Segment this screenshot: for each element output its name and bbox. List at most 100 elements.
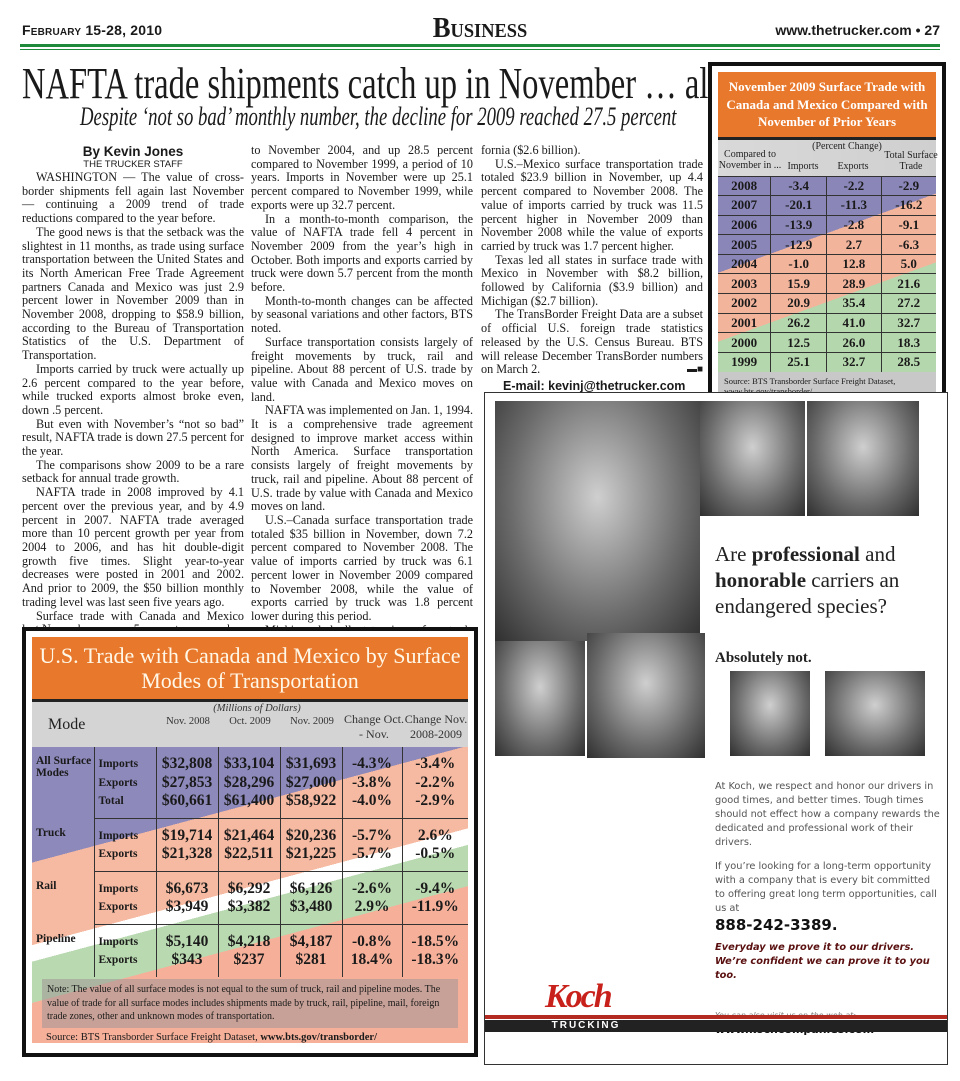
cell-value: -2.6% <box>341 871 402 898</box>
cell-value: $27,853 <box>155 773 218 792</box>
column-body: fornia ($2.6 billion). U.S.–Mexico surfac… <box>481 143 703 377</box>
byline-staff: THE TRUCKER STAFF <box>83 159 183 170</box>
cell-year: 2002 <box>718 293 771 314</box>
cell-value: 21.6 <box>880 273 936 294</box>
cell-value: -1.0 <box>770 253 827 274</box>
paragraph: U.S.–Canada surface transportation trade… <box>251 512 473 623</box>
cell-value: $21,328 <box>155 845 218 872</box>
cell-value: 12.8 <box>826 253 882 274</box>
cell-value: -13.9 <box>770 214 827 235</box>
cell-value: 41.0 <box>826 312 882 333</box>
cell-value: -5.7% <box>341 818 402 845</box>
issue-date: February 15-28, 2010 <box>22 22 163 38</box>
cell-value: 2.7 <box>826 234 882 255</box>
cell-value: $19,714 <box>155 818 218 845</box>
cell-value: $3,382 <box>217 898 280 925</box>
cell-mode: Truck <box>36 826 66 839</box>
cell-year: 2006 <box>718 214 771 235</box>
table-row: Pipeline Imports $5,140 $4,218 $4,187 -0.8% -1… <box>32 924 468 951</box>
byline: By Kevin Jones <box>82 144 184 159</box>
cell-flow: Exports <box>93 845 156 872</box>
cell-flow: Imports <box>93 747 156 773</box>
cell-value: -2.9 <box>880 175 936 196</box>
cell-year: 2008 <box>718 175 771 196</box>
cell-value: 2.9% <box>341 898 402 925</box>
photo-mustache-man <box>730 671 810 756</box>
cell-flow: Imports <box>93 924 156 951</box>
table-row: 2008 -3.4 -2.2 -2.9 <box>718 175 936 196</box>
cell-value: 35.4 <box>826 293 882 314</box>
table-row: 2002 20.9 35.4 27.2 <box>718 293 936 314</box>
cell-value: 20.9 <box>770 293 827 314</box>
table-row: 2007 -20.1 -11.3 -16.2 <box>718 195 936 216</box>
cell-value: $28,296 <box>217 773 280 792</box>
koch-trucking-ad[interactable]: Are professional and honorable carriers … <box>484 392 948 1065</box>
cell-value: 2.6% <box>401 818 468 845</box>
cell-value: -3.8% <box>341 773 402 792</box>
cell-value: -6.3 <box>880 234 936 255</box>
table-row: Exports $27,853 $28,296 $27,000 -3.8% -2.2% <box>32 773 468 792</box>
paragraph: The good news is that the setback was th… <box>22 224 244 363</box>
col-header-mode: Mode <box>48 716 86 733</box>
paragraph: But even with November’s “not so bad” re… <box>22 416 244 459</box>
headline: NAFTA trade shipments catch up in Novemb… <box>22 59 772 108</box>
col-header: Exports <box>837 160 869 172</box>
cell-value: 26.2 <box>770 312 827 333</box>
koch-logo: Koch TRUCKING <box>543 978 629 1034</box>
truck-icon: ▬■ <box>686 364 703 376</box>
ad-phone[interactable]: 888-242-3389. <box>715 916 838 934</box>
cell-value: -12.9 <box>770 234 827 255</box>
article-column-1: By Kevin Jones THE TRUCKER STAFF WASHING… <box>22 144 244 637</box>
table-note: Note: The value of all surface modes is … <box>42 979 458 1028</box>
col-header: Oct. 2009 <box>229 716 271 727</box>
cell-value: -3.4% <box>401 747 468 773</box>
cell-value: 18.3 <box>880 332 936 353</box>
column-body: to November 2004, and up 28.5 percent co… <box>251 143 473 665</box>
paragraph: U.S.–Mexico surface transportation trade… <box>481 156 703 253</box>
table-row: 2001 26.2 41.0 32.7 <box>718 312 936 333</box>
author-email[interactable]: E-mail: kevinj@thetrucker.com <box>481 379 703 393</box>
cell-value: $4,218 <box>217 924 280 951</box>
paragraph: to November 2004, and up 28.5 percent co… <box>251 143 473 212</box>
ad-stripe-red <box>485 1015 947 1019</box>
cell-year: 2003 <box>718 273 771 294</box>
paragraph: In a month-to-month comparison, the valu… <box>251 211 473 295</box>
table-source: Source: BTS Transborder Surface Freight … <box>46 1032 454 1043</box>
paragraph: fornia ($2.6 billion). <box>481 143 581 157</box>
table-header: (Millions of Dollars) Mode Nov. 2008 Oct… <box>32 702 468 747</box>
cell-value: $4,187 <box>279 924 342 951</box>
table-row: Exports $21,328 $22,511 $21,225 -5.7% -0.5% <box>32 845 468 872</box>
cell-flow: Imports <box>93 818 156 845</box>
cell-value: -11.3 <box>826 195 882 216</box>
cell-value: 5.0 <box>880 253 936 274</box>
table-row: Total $60,661 $61,400 $58,922 -4.0% -2.9% <box>32 792 468 819</box>
cell-value: $237 <box>217 951 280 977</box>
photo-bald-driver <box>825 671 925 756</box>
cell-value: $31,693 <box>279 747 342 773</box>
col-header: Change Oct. - Nov. <box>344 712 404 741</box>
ad-headline: Are professional and honorable carriers … <box>715 542 900 618</box>
ad-paragraph: At Koch, we respect and honor our driver… <box>715 781 940 848</box>
cell-value: 12.5 <box>770 332 827 353</box>
cell-value: -20.1 <box>770 195 827 216</box>
table-title: November 2009 Surface Trade with Canada … <box>718 72 936 140</box>
source-url[interactable]: www.bts.gov/transborder/ <box>260 1031 378 1043</box>
cell-mode: Rail <box>36 879 57 892</box>
paragraph: The comparisons show 2009 to be a rare s… <box>22 457 244 486</box>
cell-value: $6,292 <box>217 871 280 898</box>
cell-value: 28.9 <box>826 273 882 294</box>
col-header: Change Nov. 2008-2009 <box>404 712 468 741</box>
cell-year: 2001 <box>718 312 771 333</box>
email-link[interactable]: E-mail: kevinj@thetrucker.com <box>503 378 686 393</box>
cell-value: -16.2 <box>880 195 936 216</box>
ad-tagline: We’re confident we can prove it to you t… <box>715 956 930 981</box>
cell-year: 2004 <box>718 253 771 274</box>
modes-data: All Surface Modes Imports $32,808 $33,104 $3… <box>32 747 468 977</box>
col-header: Imports <box>787 160 819 172</box>
cell-flow: Exports <box>93 898 156 925</box>
source-label: Source: BTS Transborder Surface Freight … <box>46 1031 261 1043</box>
cell-value: $6,673 <box>155 871 218 898</box>
table-row: 2003 15.9 28.9 21.6 <box>718 273 936 294</box>
cell-value: $3,949 <box>155 898 218 925</box>
photo-older-man <box>700 401 805 516</box>
